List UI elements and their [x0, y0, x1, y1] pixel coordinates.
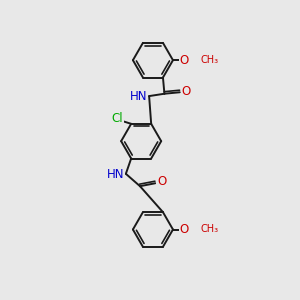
Text: CH₃: CH₃ — [200, 55, 218, 65]
Text: HN: HN — [107, 168, 124, 181]
Text: O: O — [157, 175, 167, 188]
Text: O: O — [182, 85, 191, 98]
Text: O: O — [179, 54, 189, 67]
Text: HN: HN — [130, 90, 148, 103]
Text: Cl: Cl — [111, 112, 123, 125]
Text: O: O — [179, 223, 189, 236]
Text: CH₃: CH₃ — [200, 224, 218, 235]
